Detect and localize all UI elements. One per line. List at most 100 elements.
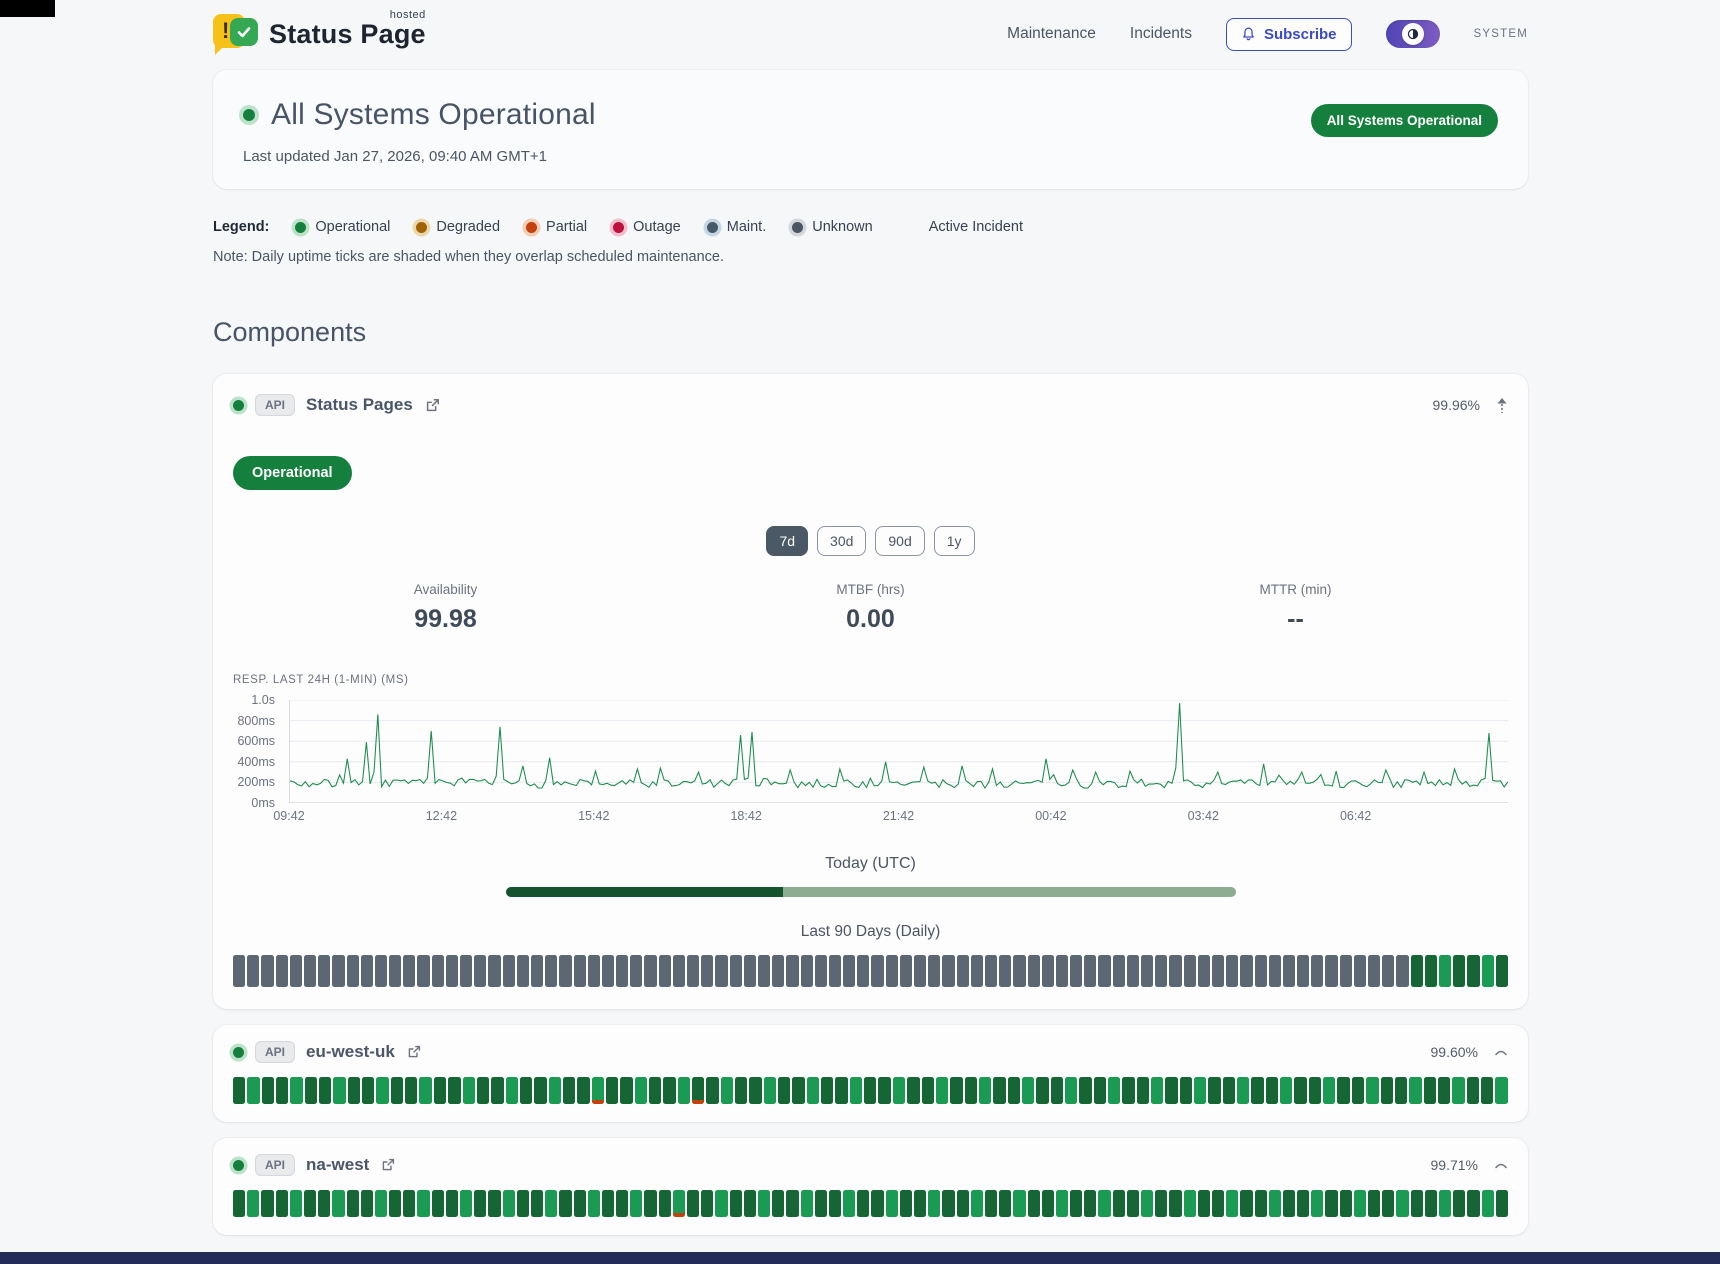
- uptime-tick[interactable]: [1453, 1190, 1466, 1217]
- uptime-tick[interactable]: [1437, 1077, 1451, 1104]
- uptime-tick[interactable]: [672, 955, 685, 987]
- uptime-tick[interactable]: [814, 955, 827, 987]
- uptime-tick[interactable]: [601, 955, 615, 987]
- uptime-tick[interactable]: [806, 1077, 820, 1104]
- uptime-tick[interactable]: [247, 955, 260, 987]
- uptime-tick[interactable]: [1481, 1190, 1494, 1217]
- uptime-tick[interactable]: [1222, 1077, 1236, 1104]
- uptime-tick[interactable]: [835, 1077, 848, 1104]
- uptime-tick[interactable]: [1495, 1190, 1508, 1217]
- uptime-tick[interactable]: [1339, 955, 1352, 987]
- uptime-tick[interactable]: [1452, 1077, 1465, 1104]
- uptime-tick[interactable]: [362, 1077, 375, 1104]
- uptime-tick[interactable]: [275, 955, 288, 987]
- uptime-tick[interactable]: [534, 1077, 547, 1104]
- uptime-tick[interactable]: [1021, 1077, 1035, 1104]
- uptime-tick[interactable]: [1323, 1077, 1336, 1104]
- uptime-tick[interactable]: [1197, 955, 1210, 987]
- uptime-tick[interactable]: [1179, 1077, 1193, 1104]
- uptime-tick[interactable]: [928, 1190, 941, 1217]
- uptime-tick[interactable]: [786, 1190, 799, 1217]
- uptime-tick[interactable]: [289, 1190, 302, 1217]
- uptime-tick[interactable]: [772, 1190, 785, 1217]
- uptime-tick[interactable]: [519, 1077, 533, 1104]
- uptime-tick[interactable]: [431, 1190, 444, 1217]
- uptime-tick[interactable]: [403, 955, 416, 987]
- uptime-tick[interactable]: [460, 1190, 473, 1217]
- uptime-tick[interactable]: [743, 955, 756, 987]
- uptime-tick[interactable]: [1240, 1190, 1253, 1217]
- uptime-tick[interactable]: [1396, 1190, 1409, 1217]
- uptime-tick[interactable]: [749, 1077, 762, 1104]
- uptime-tick[interactable]: [1294, 1077, 1307, 1104]
- uptime-tick[interactable]: [1366, 1077, 1379, 1104]
- uptime-tick[interactable]: [1311, 955, 1324, 987]
- uptime-tick[interactable]: [800, 1190, 813, 1217]
- uptime-tick[interactable]: [1169, 1190, 1182, 1217]
- uptime-tick[interactable]: [993, 1077, 1006, 1104]
- uptime-tick[interactable]: [1211, 955, 1225, 987]
- uptime-tick[interactable]: [562, 1077, 576, 1104]
- uptime-tick[interactable]: [778, 1077, 791, 1104]
- uptime-tick[interactable]: [1325, 1190, 1338, 1217]
- chevron-up-icon[interactable]: [1494, 1047, 1508, 1057]
- uptime-tick[interactable]: [1064, 1077, 1078, 1104]
- uptime-tick[interactable]: [233, 955, 246, 987]
- uptime-tick[interactable]: [899, 1190, 912, 1217]
- uptime-tick[interactable]: [559, 1190, 572, 1217]
- uptime-tick[interactable]: [1337, 1077, 1350, 1104]
- uptime-tick[interactable]: [1041, 1190, 1054, 1217]
- external-link-icon[interactable]: [406, 1044, 422, 1060]
- uptime-tick[interactable]: [1122, 1077, 1135, 1104]
- external-link-icon[interactable]: [380, 1157, 396, 1173]
- uptime-tick[interactable]: [405, 1077, 418, 1104]
- uptime-tick[interactable]: [1013, 955, 1026, 987]
- uptime-tick[interactable]: [743, 1190, 756, 1217]
- uptime-tick[interactable]: [460, 955, 473, 987]
- uptime-tick[interactable]: [1382, 955, 1395, 987]
- uptime-tick[interactable]: [419, 1077, 432, 1104]
- uptime-tick[interactable]: [360, 955, 373, 987]
- uptime-tick[interactable]: [318, 955, 331, 987]
- uptime-tick[interactable]: [857, 1190, 870, 1217]
- uptime-tick[interactable]: [828, 1190, 842, 1217]
- range-button-7d[interactable]: 7d: [766, 526, 809, 556]
- uptime-tick[interactable]: [800, 955, 813, 987]
- uptime-tick[interactable]: [1268, 1190, 1281, 1217]
- uptime-tick[interactable]: [620, 1077, 633, 1104]
- uptime-tick[interactable]: [828, 955, 842, 987]
- range-button-30d[interactable]: 30d: [817, 526, 867, 556]
- uptime-tick[interactable]: [1353, 955, 1366, 987]
- uptime-tick[interactable]: [1079, 1077, 1092, 1104]
- uptime-tick[interactable]: [502, 955, 515, 987]
- uptime-tick[interactable]: [376, 1077, 389, 1104]
- uptime-tick[interactable]: [502, 1190, 515, 1217]
- uptime-tick[interactable]: [843, 1190, 856, 1217]
- uptime-tick[interactable]: [1055, 955, 1069, 987]
- uptime-tick[interactable]: [1055, 1190, 1069, 1217]
- uptime-tick[interactable]: [1297, 1190, 1310, 1217]
- uptime-tick[interactable]: [978, 1077, 992, 1104]
- uptime-tick[interactable]: [1453, 955, 1466, 987]
- uptime-tick[interactable]: [1409, 1077, 1422, 1104]
- uptime-tick[interactable]: [346, 955, 359, 987]
- uptime-tick[interactable]: [247, 1077, 260, 1104]
- uptime-tick[interactable]: [1183, 955, 1196, 987]
- uptime-tick[interactable]: [374, 955, 388, 987]
- uptime-tick[interactable]: [577, 1077, 590, 1104]
- uptime-tick[interactable]: [1394, 1077, 1408, 1104]
- uptime-tick[interactable]: [999, 955, 1012, 987]
- uptime-tick[interactable]: [573, 955, 586, 987]
- uptime-tick[interactable]: [1070, 955, 1083, 987]
- brand-logo[interactable]: ! Status Page hosted: [213, 9, 426, 56]
- uptime-tick[interactable]: [715, 955, 728, 987]
- uptime-tick[interactable]: [1265, 1077, 1279, 1104]
- uptime-tick[interactable]: [591, 1077, 604, 1104]
- uptime-tick[interactable]: [1368, 955, 1381, 987]
- uptime-tick[interactable]: [1396, 955, 1409, 987]
- uptime-tick[interactable]: [289, 955, 302, 987]
- uptime-tick[interactable]: [548, 1077, 561, 1104]
- uptime-tick[interactable]: [587, 955, 600, 987]
- uptime-tick[interactable]: [757, 1190, 771, 1217]
- uptime-tick[interactable]: [403, 1190, 416, 1217]
